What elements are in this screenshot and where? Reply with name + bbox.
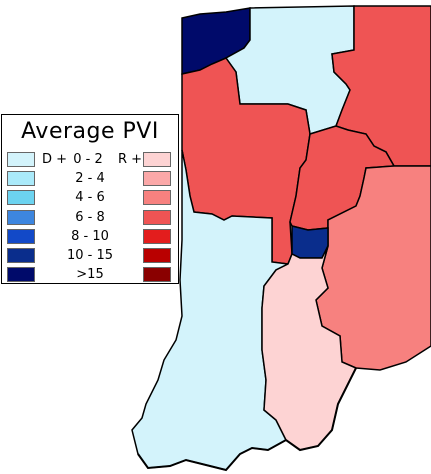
legend-swatch-dem: [7, 248, 35, 263]
legend-row: 10 - 15: [2, 248, 178, 264]
legend-swatch-rep: [143, 228, 171, 244]
legend-range-label: 6 - 8: [75, 209, 105, 225]
legend-swatch-dem: [7, 267, 35, 283]
legend-swatch-rep: [143, 190, 171, 206]
legend-range-label: >15: [76, 267, 104, 283]
legend-swatch-rep: [143, 248, 171, 263]
legend-row: D + R + 0 - 2: [2, 152, 178, 168]
legend-range-label: 10 - 15: [66, 248, 114, 263]
legend-swatch-dem: [7, 190, 35, 206]
legend-row: 4 - 6: [2, 190, 178, 206]
legend-swatch-rep: [143, 171, 171, 187]
district-7-region: [291, 225, 329, 259]
legend-range-label: 8 - 10: [71, 228, 109, 244]
legend-range-label: 4 - 6: [75, 190, 105, 206]
legend-range-label: 2 - 4: [75, 171, 105, 187]
legend: Average PVI D + R + 0 - 2 2 - 4 4 - 6 6 - 8 8 …: [1, 114, 179, 284]
legend-range-label: 0 - 2: [73, 152, 103, 167]
legend-row: >15: [2, 267, 178, 283]
legend-swatch-rep: [143, 209, 171, 225]
legend-swatch-dem: [7, 228, 35, 244]
legend-dem-prefix: D +: [42, 152, 68, 167]
legend-swatch-rep: [143, 152, 171, 167]
legend-swatch-rep: [143, 267, 171, 283]
legend-swatch-dem: [7, 152, 35, 167]
legend-row: 2 - 4: [2, 171, 178, 187]
legend-swatch-dem: [7, 171, 35, 187]
legend-title: Average PVI: [21, 119, 159, 144]
legend-row: 8 - 10: [2, 228, 178, 245]
ohio-river-boundary: [137, 367, 357, 472]
legend-swatch-dem: [7, 209, 35, 225]
legend-rep-suffix: R +: [118, 152, 143, 167]
legend-row: 6 - 8: [2, 209, 178, 226]
